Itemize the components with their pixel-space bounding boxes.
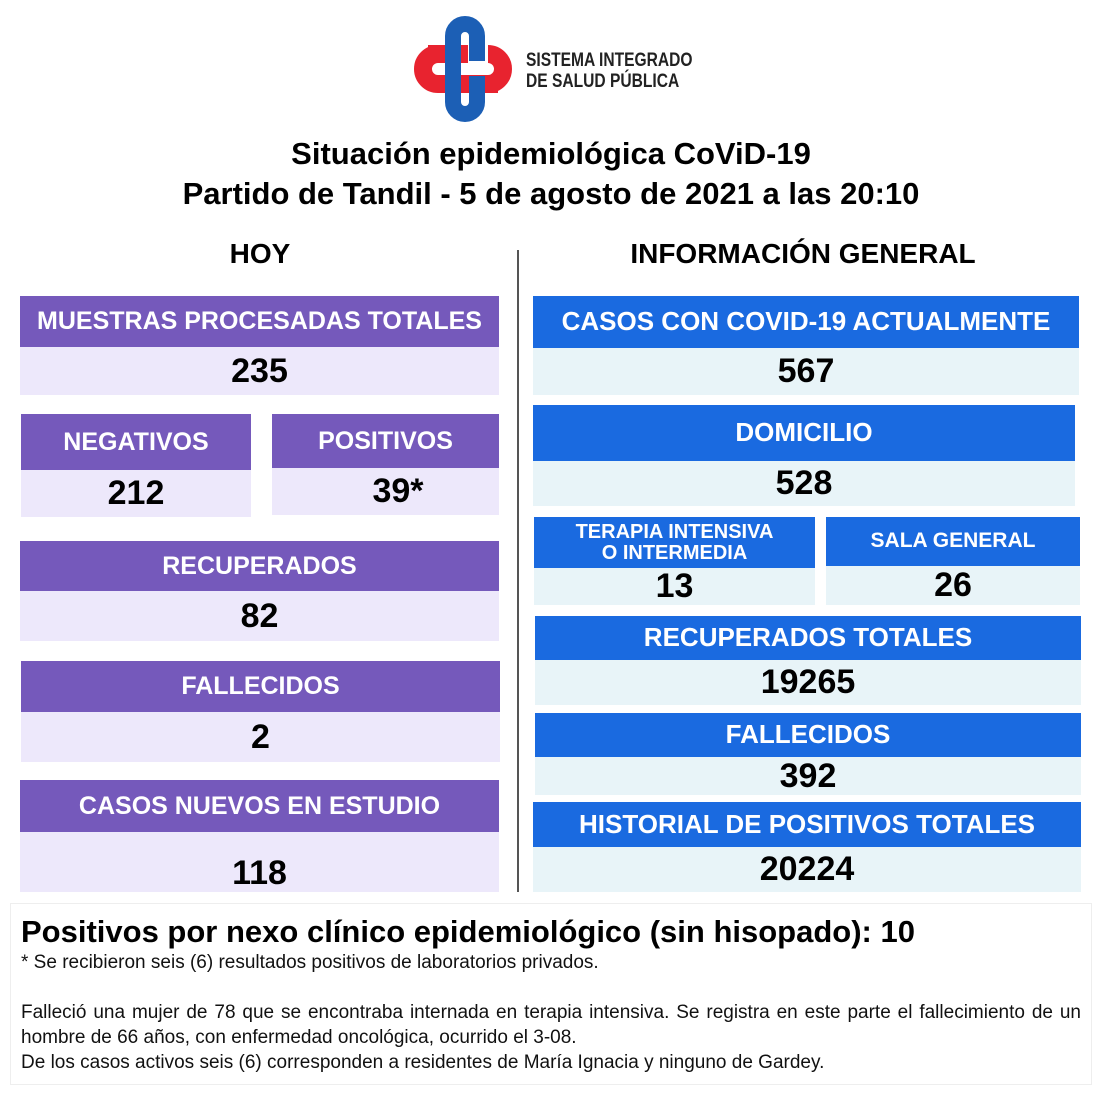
terapia-label-2: O INTERMEDIA bbox=[601, 541, 748, 564]
fallecidos-totales-value: 392 bbox=[535, 757, 1081, 795]
sala-header: SALA GENERAL bbox=[826, 517, 1080, 566]
domicilio-header: DOMICILIO bbox=[533, 405, 1075, 461]
death-note: Falleció una mujer de 78 que se encontra… bbox=[21, 1002, 1081, 1048]
terapia-header: TERAPIA INTENSIVA O INTERMEDIA bbox=[534, 517, 815, 568]
sisp-logo-icon bbox=[414, 16, 512, 122]
muestras-value: 235 bbox=[20, 347, 499, 395]
fallecidos-totales-header: FALLECIDOS bbox=[535, 713, 1081, 757]
domicilio-value: 528 bbox=[533, 461, 1075, 506]
fallecidos-header: FALLECIDOS bbox=[21, 661, 500, 712]
page-title: Situación epidemiológica CoViD-19 bbox=[291, 136, 811, 171]
actuales-header: CASOS CON COVID-19 ACTUALMENTE bbox=[533, 296, 1079, 348]
negativos-value: 212 bbox=[21, 470, 251, 517]
nexo-text: Positivos por nexo clínico epidemiológic… bbox=[21, 914, 915, 949]
recuperados-header: RECUPERADOS bbox=[20, 541, 499, 591]
logo-line-2: DE SALUD PÚBLICA bbox=[526, 71, 680, 92]
recuperados-value: 82 bbox=[20, 591, 499, 641]
recuperados-totales-header: RECUPERADOS TOTALES bbox=[535, 616, 1081, 660]
historial-value: 20224 bbox=[533, 847, 1081, 892]
positivos-value: 39* bbox=[272, 468, 499, 515]
page-subtitle: Partido de Tandil - 5 de agosto de 2021 … bbox=[182, 176, 920, 211]
muestras-header: MUESTRAS PROCESADAS TOTALES bbox=[20, 296, 499, 347]
general-heading: INFORMACIÓN GENERAL bbox=[630, 238, 976, 269]
logo-line-1: SISTEMA INTEGRADO bbox=[526, 50, 693, 71]
fallecidos-value: 2 bbox=[21, 712, 500, 762]
nuevos-value: 118 bbox=[20, 832, 499, 892]
logo-text: SISTEMA INTEGRADO DE SALUD PÚBLICA bbox=[526, 50, 692, 92]
terapia-value: 13 bbox=[534, 567, 815, 605]
recuperados-totales-value: 19265 bbox=[535, 660, 1081, 705]
residents-note: De los casos activos seis (6) correspond… bbox=[21, 1052, 825, 1073]
positivos-header: POSITIVOS bbox=[272, 414, 499, 468]
column-divider bbox=[517, 250, 519, 892]
asterisk-note: * Se recibieron seis (6) resultados posi… bbox=[21, 952, 599, 973]
hoy-heading: HOY bbox=[229, 238, 291, 269]
notes-panel: Positivos por nexo clínico epidemiológic… bbox=[10, 903, 1092, 1085]
nuevos-header: CASOS NUEVOS EN ESTUDIO bbox=[20, 780, 499, 832]
terapia-label-1: TERAPIA INTENSIVA bbox=[575, 520, 774, 543]
actuales-value: 567 bbox=[533, 348, 1079, 395]
historial-header: HISTORIAL DE POSITIVOS TOTALES bbox=[533, 802, 1081, 847]
negativos-header: NEGATIVOS bbox=[21, 414, 251, 470]
sala-value: 26 bbox=[826, 566, 1080, 605]
